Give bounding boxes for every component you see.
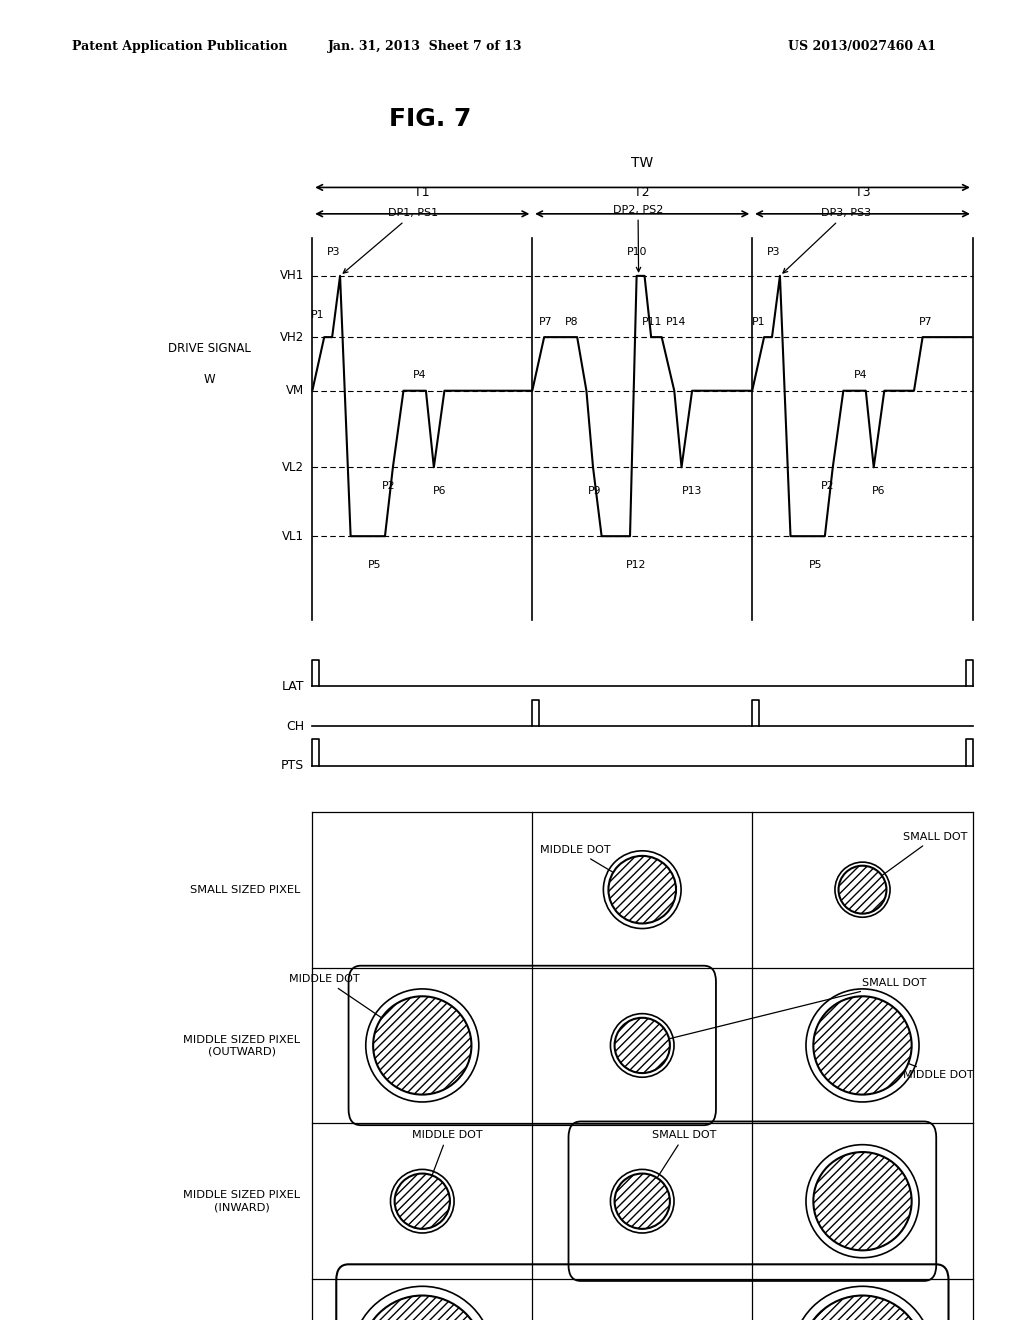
Ellipse shape [360,1295,483,1320]
Text: P1: P1 [311,310,325,321]
Text: P6: P6 [432,486,445,496]
Text: US 2013/0027460 A1: US 2013/0027460 A1 [788,40,937,53]
Ellipse shape [792,1286,933,1320]
Text: DP2, PS2: DP2, PS2 [612,205,664,272]
Ellipse shape [806,1144,919,1258]
Ellipse shape [351,1286,493,1320]
Ellipse shape [813,1152,911,1250]
Text: W: W [204,374,216,387]
Text: T1: T1 [415,186,430,199]
Ellipse shape [610,1014,674,1077]
Text: P10: P10 [627,247,647,257]
Text: P3: P3 [327,247,340,257]
Ellipse shape [835,862,890,917]
Text: P2: P2 [821,482,835,491]
Text: DRIVE SIGNAL: DRIVE SIGNAL [169,342,251,355]
Text: VL2: VL2 [283,461,304,474]
Text: P7: P7 [919,317,932,327]
Text: P6: P6 [872,486,886,496]
Text: P4: P4 [854,371,867,380]
Ellipse shape [614,1173,670,1229]
Text: TW: TW [632,156,653,170]
Ellipse shape [813,997,911,1094]
Text: MIDDLE SIZED PIXEL
(OUTWARD): MIDDLE SIZED PIXEL (OUTWARD) [183,1035,300,1056]
Text: CH: CH [286,719,304,733]
Text: P5: P5 [809,560,822,570]
Ellipse shape [614,1018,670,1073]
Text: VH1: VH1 [280,269,304,282]
Text: P8: P8 [565,317,579,327]
Text: MIDDLE SIZED PIXEL
(INWARD): MIDDLE SIZED PIXEL (INWARD) [183,1191,300,1212]
Ellipse shape [839,866,887,913]
Text: SMALL DOT: SMALL DOT [646,978,927,1045]
Text: P5: P5 [369,560,382,570]
Ellipse shape [801,1295,924,1320]
Text: P13: P13 [682,486,702,496]
Ellipse shape [373,997,471,1094]
Text: SMALL DOT: SMALL DOT [866,832,968,887]
Text: PTS: PTS [281,759,304,772]
Ellipse shape [390,1170,454,1233]
Text: P1: P1 [752,317,765,327]
Ellipse shape [610,1170,674,1233]
Text: P3: P3 [767,247,780,257]
Text: P4: P4 [413,371,426,380]
Text: T2: T2 [635,186,650,199]
Text: MIDDLE DOT: MIDDLE DOT [540,845,639,887]
Text: DP1, PS1: DP1, PS1 [343,209,438,273]
Text: T3: T3 [855,186,870,199]
Ellipse shape [366,989,479,1102]
Ellipse shape [603,851,681,928]
Ellipse shape [394,1173,450,1229]
Text: P2: P2 [382,482,395,491]
Text: LAT: LAT [282,680,304,693]
Text: VL1: VL1 [283,529,304,543]
Text: P11: P11 [642,317,663,327]
Text: P7: P7 [539,317,552,327]
Text: FIG. 7: FIG. 7 [389,107,471,131]
Text: Patent Application Publication: Patent Application Publication [72,40,287,53]
Text: VH2: VH2 [280,330,304,343]
Text: P12: P12 [626,560,646,570]
Text: Jan. 31, 2013  Sheet 7 of 13: Jan. 31, 2013 Sheet 7 of 13 [328,40,522,53]
Ellipse shape [608,855,676,924]
Text: SMALL SIZED PIXEL: SMALL SIZED PIXEL [189,884,300,895]
Text: P14: P14 [666,317,686,327]
Text: MIDDLE DOT: MIDDLE DOT [289,974,419,1043]
Text: DP3, PS3: DP3, PS3 [783,209,871,273]
Text: SMALL DOT: SMALL DOT [644,1130,717,1197]
Text: MIDDLE DOT: MIDDLE DOT [412,1130,482,1197]
Text: P9: P9 [588,486,602,496]
Ellipse shape [806,989,919,1102]
Text: MIDDLE DOT: MIDDLE DOT [866,1047,974,1081]
Text: VM: VM [286,384,304,397]
